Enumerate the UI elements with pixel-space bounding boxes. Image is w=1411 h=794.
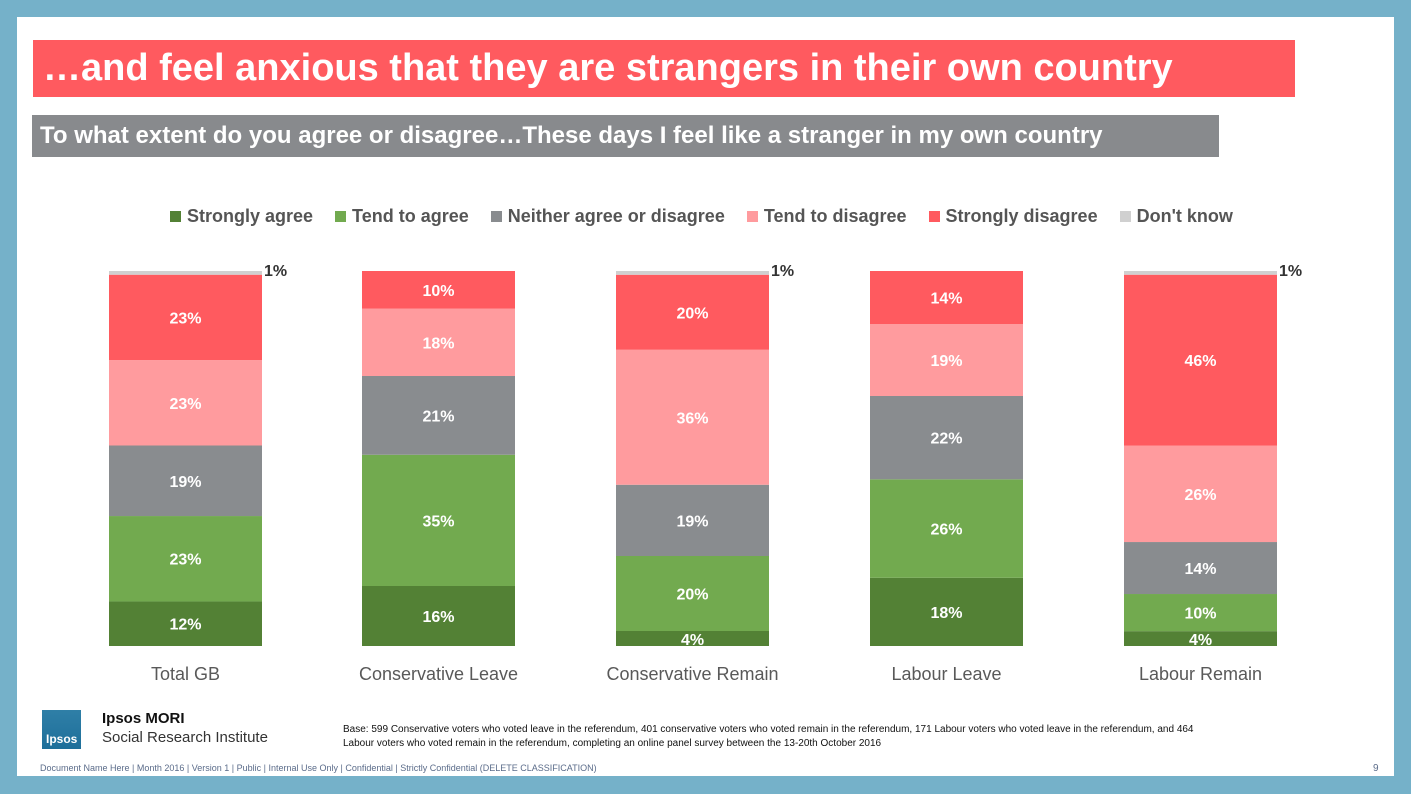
data-label: 16% — [422, 609, 454, 626]
bar-segment — [1124, 542, 1277, 595]
data-label: 18% — [422, 335, 454, 352]
data-label: 14% — [930, 291, 962, 308]
bar-segment — [616, 349, 769, 485]
data-label: 20% — [676, 587, 708, 604]
data-label: 21% — [422, 408, 454, 425]
data-label: 46% — [1184, 353, 1216, 370]
bar-segment — [1124, 445, 1277, 543]
category-label: Labour Remain — [1139, 664, 1262, 684]
data-label: 19% — [169, 474, 201, 491]
data-label: 4% — [1189, 632, 1212, 649]
bar-segment — [362, 308, 515, 376]
chart-legend: Strongly agree Tend to agree Neither agree… — [170, 205, 1233, 227]
legend-label: Tend to disagree — [763, 205, 907, 226]
bar-segment — [362, 271, 515, 309]
brand-name: Ipsos MORI — [102, 710, 185, 727]
data-label: 26% — [930, 522, 962, 539]
bar-segment — [109, 601, 262, 646]
data-label: 23% — [169, 396, 201, 413]
legend-label: Strongly agree — [187, 205, 314, 226]
data-label: 36% — [676, 410, 708, 427]
base-note: Base: 599 Conservative voters who voted … — [343, 724, 1194, 749]
category-label: Conservative Remain — [606, 664, 778, 684]
data-label: 12% — [169, 617, 201, 634]
bar-segment — [616, 274, 769, 350]
logo-text: Ipsos — [46, 732, 78, 746]
bar-segment — [870, 479, 1023, 578]
footer-classification: Document Name Here | Month 2016 | Versio… — [40, 763, 597, 773]
legend-swatch — [490, 210, 502, 222]
page-title: …and feel anxious that they are stranger… — [33, 40, 1295, 97]
data-label: 23% — [169, 310, 201, 327]
bar-segment — [616, 556, 769, 631]
data-label: 19% — [930, 353, 962, 370]
legend-label: Neither agree or disagree — [507, 205, 725, 226]
data-label: 4% — [681, 632, 704, 649]
bar-segment — [109, 274, 262, 361]
legend-item: Strongly agree — [170, 206, 313, 227]
bar-segment — [616, 484, 769, 556]
bar-segment — [109, 271, 262, 275]
bar-segment — [1124, 271, 1277, 275]
legend-label: Don't know — [1136, 205, 1233, 226]
bar-segment — [870, 577, 1023, 646]
legend-swatch — [928, 210, 940, 222]
brand-subtitle: Social Research Institute — [102, 729, 268, 746]
data-label: 1% — [264, 263, 287, 280]
legend-swatch — [335, 210, 347, 222]
data-label: 20% — [676, 305, 708, 322]
category-label: Total GB — [151, 664, 220, 684]
ipsos-logo: Ipsos — [42, 710, 81, 749]
page-number: 9 — [1373, 763, 1379, 774]
bar-segment — [1124, 594, 1277, 632]
bar-segment — [362, 454, 515, 586]
question-subtitle: To what extent do you agree or disagree…… — [32, 115, 1219, 157]
legend-item: Tend to disagree — [746, 205, 907, 227]
bar-segment — [362, 376, 515, 455]
bar-segment — [616, 271, 769, 275]
data-label: 10% — [1184, 606, 1216, 623]
legend-label: Tend to agree — [352, 205, 469, 226]
legend-swatch — [170, 210, 181, 222]
bar-segment — [870, 396, 1023, 480]
category-label: Conservative Leave — [359, 664, 518, 684]
bar-segment — [109, 516, 262, 602]
legend-item: Don't know — [1119, 205, 1233, 227]
data-label: 18% — [930, 605, 962, 622]
data-label: 1% — [771, 263, 794, 280]
data-label: 19% — [676, 513, 708, 530]
legend-label: Strongly disagree — [945, 205, 1098, 226]
data-label: 14% — [1184, 561, 1216, 578]
bar-segment — [870, 271, 1023, 325]
bar-segment — [109, 445, 262, 517]
bar-segment — [109, 360, 262, 446]
legend-swatch — [746, 210, 758, 222]
data-label: 23% — [169, 552, 201, 569]
bar-segment — [1124, 631, 1277, 646]
bar-segment — [362, 586, 515, 646]
legend-item: Tend to agree — [335, 206, 469, 227]
legend-item: Neither agree or disagree — [490, 205, 725, 227]
bar-segment — [1124, 274, 1277, 446]
data-label: 35% — [422, 513, 454, 530]
data-label: 10% — [422, 283, 454, 300]
bar-segment — [870, 324, 1023, 396]
data-label: 22% — [930, 431, 962, 448]
legend-swatch — [1119, 210, 1131, 222]
bar-segment — [616, 631, 769, 646]
data-label: 26% — [1184, 487, 1216, 504]
data-label: 1% — [1279, 263, 1302, 280]
category-label: Labour Leave — [891, 664, 1001, 684]
legend-item: Strongly disagree — [928, 205, 1098, 227]
